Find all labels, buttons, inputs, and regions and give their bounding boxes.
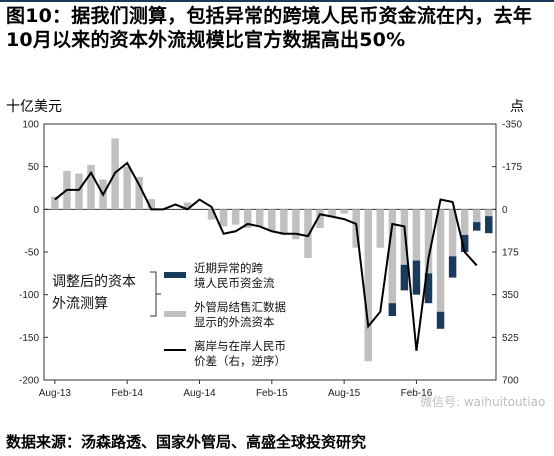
bar-abnormal-rmb-flow [460, 234, 469, 252]
left-axis-tick-label: 50 [28, 162, 40, 173]
bar-official-outflow [147, 199, 156, 210]
bar-official-outflow [207, 209, 216, 220]
bar-abnormal-rmb-flow [436, 311, 445, 329]
legend-swatch-official [164, 311, 186, 317]
bar-official-outflow [51, 196, 59, 210]
bar-abnormal-rmb-flow [472, 222, 481, 231]
bar-official-outflow [75, 173, 83, 210]
x-axis-tick-label: Aug-14 [183, 388, 216, 399]
bar-official-outflow [376, 209, 385, 248]
bar-official-outflow [231, 209, 240, 225]
legend-label-abnormal: 近期异常的跨 [194, 261, 263, 275]
left-axis-tick-label: 100 [22, 120, 39, 131]
left-axis-tick-label: -150 [19, 333, 39, 344]
bar-official-outflow [243, 209, 252, 229]
x-axis-tick-label: Feb-15 [256, 388, 288, 399]
right-axis-tick-label: 350 [502, 290, 519, 301]
bar-official-outflow [280, 209, 288, 235]
x-axis-tick-label: Aug-13 [39, 388, 72, 399]
bar-official-outflow [485, 209, 493, 217]
right-axis-tick-label: -350 [502, 120, 522, 131]
left-axis-tick-label: -200 [19, 376, 39, 387]
x-axis-tick-label: Aug-15 [328, 388, 361, 399]
right-axis-tick-label: 0 [502, 205, 508, 216]
bar-official-outflow [436, 209, 445, 312]
annotation-label: 调整后的资本 [52, 274, 136, 290]
right-axis-tick-label: 175 [502, 248, 519, 259]
right-axis-tick-label: 525 [502, 333, 519, 344]
x-axis-tick-label: Feb-14 [111, 388, 143, 399]
bar-official-outflow [256, 209, 264, 227]
bar-official-outflow [412, 209, 421, 261]
bar-official-outflow [400, 209, 409, 265]
bar-abnormal-rmb-flow [388, 303, 397, 316]
bar-official-outflow [268, 209, 276, 231]
bar-abnormal-rmb-flow [448, 256, 457, 278]
legend-label-official: 外管局结售汇数据 [194, 300, 286, 314]
title-bar [0, 0, 554, 2]
bar-official-outflow [472, 209, 481, 223]
annotation-box [48, 268, 148, 314]
legend-label-abnormal: 境人民币资金流 [194, 276, 275, 290]
bar-official-outflow [328, 209, 336, 217]
right-axis-tick-label: 700 [502, 376, 519, 387]
bar-official-outflow [316, 209, 324, 229]
bar-official-outflow [424, 209, 433, 274]
watermark: 微信号: waihuitoutiao [420, 395, 546, 409]
bar-abnormal-rmb-flow [400, 264, 409, 291]
bar-abnormal-rmb-flow [412, 260, 421, 295]
bar-official-outflow [364, 209, 372, 362]
bar-official-outflow [135, 176, 143, 210]
bar-official-outflow [340, 209, 348, 214]
legend-swatch-abnormal [164, 272, 186, 278]
bar-official-outflow [460, 209, 469, 235]
annotation-label: 外流测算 [52, 296, 108, 312]
bar-official-outflow [448, 209, 457, 257]
bar-official-outflow [123, 166, 131, 210]
x-axis-tick-label: Feb-16 [401, 388, 433, 399]
left-axis-unit: 十亿美元 [6, 99, 62, 115]
source-note: 数据来源：汤森路透、国家外管局、高盛全球投资研究 [6, 433, 367, 451]
right-axis-tick-label: -175 [502, 162, 522, 173]
line-cnh-cny-spread [54, 161, 478, 351]
right-axis-unit: 点 [510, 99, 524, 115]
left-axis-tick-label: -50 [25, 248, 40, 259]
left-axis-tick-label: -100 [19, 290, 39, 301]
bar-official-outflow [292, 209, 300, 240]
chart-title: 图10：据我们测算，包括异常的跨境人民币资金流在内，去年10月以来的资本外流规模… [6, 5, 533, 51]
bar-abnormal-rmb-flow [424, 273, 433, 304]
bar-official-outflow [219, 209, 228, 227]
bar-abnormal-rmb-flow [485, 216, 493, 234]
bar-official-outflow [388, 209, 397, 304]
legend-label-official: 显示的外流资本 [194, 315, 275, 329]
legend-label-spread: 离岸与在岸人民币 [194, 339, 286, 353]
left-axis-tick-label: 0 [33, 205, 39, 216]
legend-label-spread: 价差（右，逆序） [194, 354, 286, 368]
bar-official-outflow [183, 202, 192, 210]
bar-official-outflow [87, 164, 95, 210]
